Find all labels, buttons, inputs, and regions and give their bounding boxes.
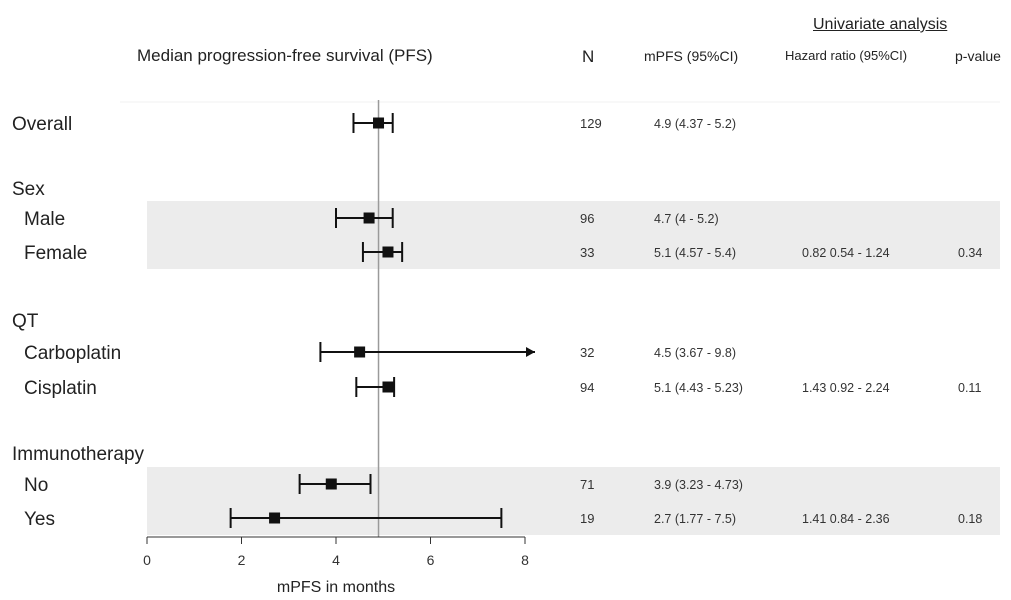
row-label: Cisplatin — [24, 378, 97, 399]
mpfs-header: mPFS (95%CI) — [644, 48, 739, 64]
mpfs-cell: 2.7 (1.77 - 7.5) — [654, 512, 736, 526]
plot-title: Median progression-free survival (PFS) — [137, 46, 433, 65]
x-tick-label: 4 — [332, 552, 340, 568]
n-cell: 94 — [580, 380, 594, 395]
row-label: Yes — [24, 509, 55, 530]
row-shade — [147, 467, 1000, 501]
row-label: Overall — [12, 114, 72, 135]
group-label: Sex — [12, 179, 45, 200]
group-label: Immunotherapy — [12, 444, 145, 465]
x-axis-label: mPFS in months — [277, 579, 395, 596]
mpfs-cell: 5.1 (4.43 - 5.23) — [654, 381, 743, 395]
n-cell: 71 — [580, 477, 594, 492]
pvalue-cell: 0.11 — [958, 381, 981, 395]
row-label: Carboplatin — [24, 343, 121, 364]
n-cell: 96 — [580, 211, 594, 226]
mpfs-cell: 4.9 (4.37 - 5.2) — [654, 117, 736, 131]
mpfs-cell: 4.7 (4 - 5.2) — [654, 212, 719, 226]
row-label: Female — [24, 243, 87, 264]
hr-header: Hazard ratio (95%CI) — [785, 48, 908, 63]
n-cell: 19 — [580, 511, 594, 526]
point-estimate — [382, 246, 394, 258]
n-cell: 32 — [580, 345, 594, 360]
row-shade — [147, 201, 1000, 235]
point-estimate — [354, 346, 366, 358]
hr-cell: 1.41 0.84 - 2.36 — [802, 512, 890, 526]
mpfs-cell: 3.9 (3.23 - 4.73) — [654, 478, 743, 492]
row-label: No — [24, 475, 48, 496]
x-tick-label: 6 — [427, 552, 435, 568]
point-estimate — [363, 212, 375, 224]
row-shade — [147, 235, 1000, 269]
univariate-header: Univariate analysis — [813, 16, 948, 33]
pvalue-header: p-value — [955, 48, 1001, 64]
hr-cell: 1.43 0.92 - 2.24 — [802, 381, 890, 395]
group-label: QT — [12, 311, 39, 332]
mpfs-cell: 5.1 (4.57 - 5.4) — [654, 246, 736, 260]
row-label: Male — [24, 209, 65, 230]
x-tick-label: 8 — [521, 552, 529, 568]
n-cell: 33 — [580, 245, 594, 260]
pvalue-cell: 0.34 — [958, 246, 982, 260]
hr-cell: 0.82 0.54 - 1.24 — [802, 246, 890, 260]
x-tick-label: 2 — [238, 552, 246, 568]
mpfs-cell: 4.5 (3.67 - 9.8) — [654, 346, 736, 360]
ci-arrow — [526, 347, 535, 357]
point-estimate — [373, 117, 385, 129]
point-estimate — [382, 381, 394, 393]
n-cell: 129 — [580, 116, 602, 131]
point-estimate — [325, 478, 337, 490]
pvalue-cell: 0.18 — [958, 512, 982, 526]
n-header: N — [582, 47, 595, 66]
point-estimate — [269, 512, 281, 524]
x-tick-label: 0 — [143, 552, 151, 568]
